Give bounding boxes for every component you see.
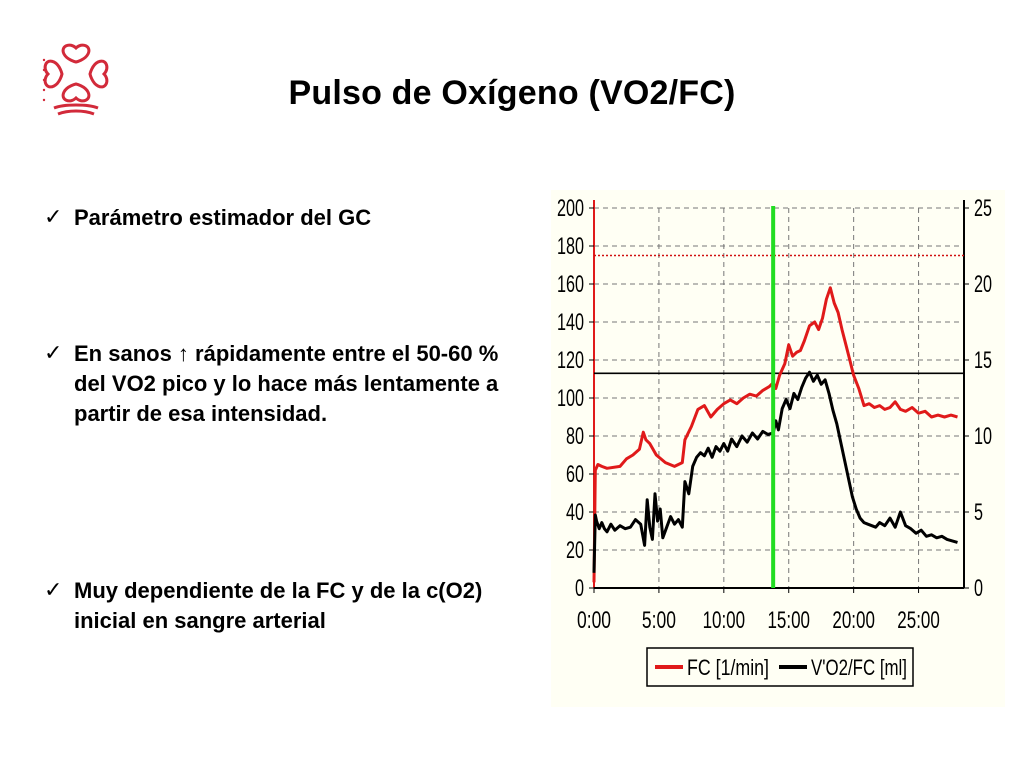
y-tick-label-left: 40 bbox=[566, 499, 584, 526]
slide-title: Pulso de Oxígeno (VO2/FC) bbox=[288, 74, 736, 112]
y-tick-label-right: 10 bbox=[974, 423, 992, 450]
checkmark-icon: ✓ bbox=[44, 205, 63, 230]
y-tick-label-right: 5 bbox=[974, 499, 983, 526]
checkmark-icon: ✓ bbox=[44, 578, 63, 603]
y-tick-label-left: 80 bbox=[566, 423, 584, 450]
bullet-text: Muy dependiente de la FC y de la c(O2) i… bbox=[74, 578, 483, 633]
x-tick-label: 15:00 bbox=[767, 607, 810, 634]
y-tick-label-left: 200 bbox=[557, 195, 584, 222]
x-tick-label: 10:00 bbox=[703, 607, 746, 634]
y-tick-label-left: 160 bbox=[557, 271, 584, 298]
bullet-item: ✓ En sanos ↑ rápidamente entre el 50-60 … bbox=[40, 339, 520, 429]
y-tick-label-left: 0 bbox=[575, 575, 584, 602]
x-tick-label: 20:00 bbox=[832, 607, 875, 634]
chart-svg: 0 20 40 60 80 100 120 140 160 180 200 0 5 10 15 20 25 0:0… bbox=[551, 190, 1005, 707]
checkmark-icon: ✓ bbox=[44, 341, 63, 366]
y-tick-label-right: 15 bbox=[974, 347, 992, 374]
bullet-item: ✓ Parámetro estimador del GC bbox=[40, 203, 371, 233]
x-tick-label: 25:00 bbox=[897, 607, 940, 634]
y-tick-label-left: 20 bbox=[566, 537, 584, 564]
y-tick-label-right: 20 bbox=[974, 271, 992, 298]
chart-background bbox=[551, 190, 1005, 707]
chart-panel: 0 20 40 60 80 100 120 140 160 180 200 0 5 10 15 20 25 0:0… bbox=[551, 190, 1005, 707]
legend-label: FC [1/min] bbox=[687, 655, 769, 680]
x-tick-label: 5:00 bbox=[642, 607, 676, 634]
legend-label: V'O2/FC [ml] bbox=[811, 655, 907, 680]
bullet-text: Parámetro estimador del GC bbox=[74, 205, 372, 230]
series-line-fc bbox=[592, 286, 958, 583]
y-tick-label-right: 0 bbox=[974, 575, 983, 602]
x-tick-label: 0:00 bbox=[577, 607, 611, 634]
y-tick-label-left: 140 bbox=[557, 309, 584, 336]
logo-graphic bbox=[42, 43, 109, 116]
caritas-heart-cross-logo bbox=[40, 40, 112, 120]
y-tick-label-left: 120 bbox=[557, 347, 584, 374]
y-tick-label-left: 60 bbox=[566, 461, 584, 488]
y-tick-label-left: 100 bbox=[557, 385, 584, 412]
y-tick-label-right: 25 bbox=[974, 195, 992, 222]
bullet-item: ✓ Muy dependiente de la FC y de la c(O2)… bbox=[40, 576, 520, 636]
bullet-text: En sanos ↑ rápidamente entre el 50-60 % … bbox=[74, 341, 499, 426]
series-line-vo2-fc bbox=[592, 370, 958, 573]
y-tick-label-left: 180 bbox=[557, 233, 584, 260]
